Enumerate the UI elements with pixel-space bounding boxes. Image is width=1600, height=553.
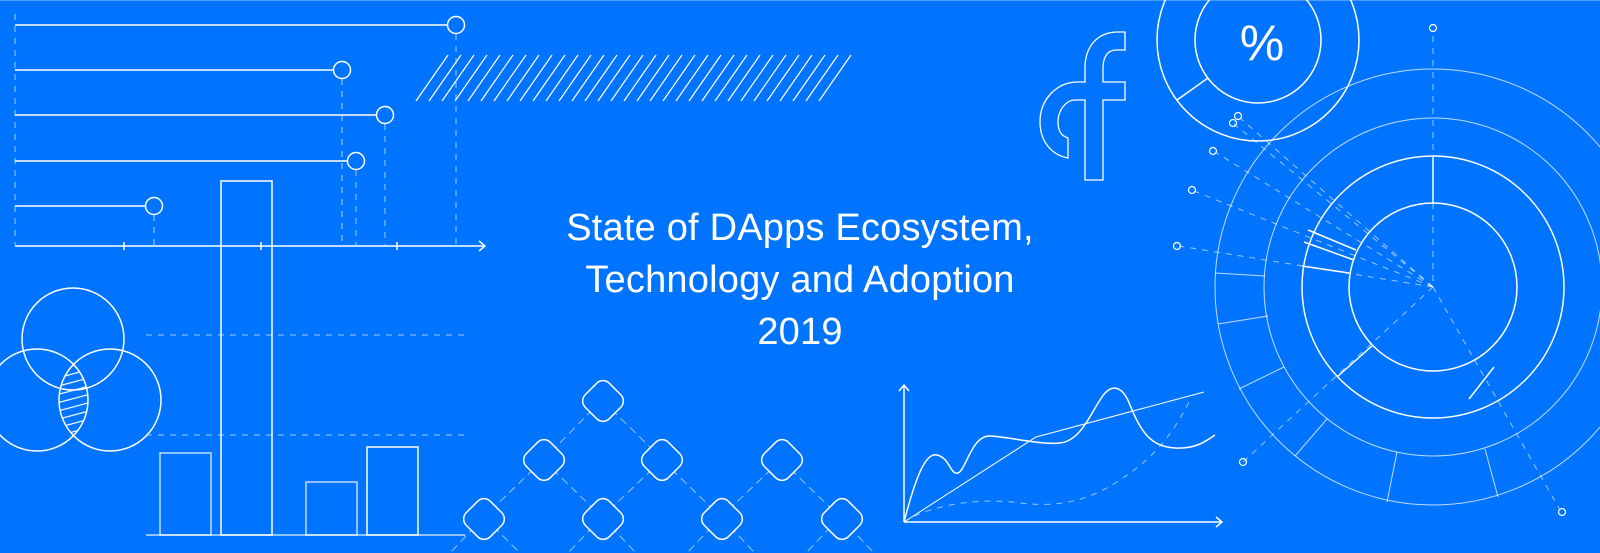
percent-symbol: %: [1240, 15, 1284, 71]
top-border: [0, 0, 1600, 1]
hatch-pattern: [415, 54, 852, 102]
letter-f-icon: [1039, 31, 1126, 181]
diamond-node-tree-icon: [449, 379, 875, 553]
title-line-2: Technology and Adoption: [585, 259, 1015, 301]
lollipop-chart-icon: [14, 14, 487, 252]
radial-segment-chart-icon: [1172, 23, 1600, 517]
bar-chart-icon: [146, 180, 465, 536]
line-chart-icon: [898, 383, 1224, 528]
percent-donut-icon: %: [1156, 0, 1360, 142]
venn-diagram-icon: [0, 287, 162, 452]
title-year: 2019: [757, 311, 843, 353]
title-line-1: State of DApps Ecosystem,: [566, 207, 1034, 249]
page-title: State of DApps Ecosystem, Technology and…: [400, 202, 1200, 358]
